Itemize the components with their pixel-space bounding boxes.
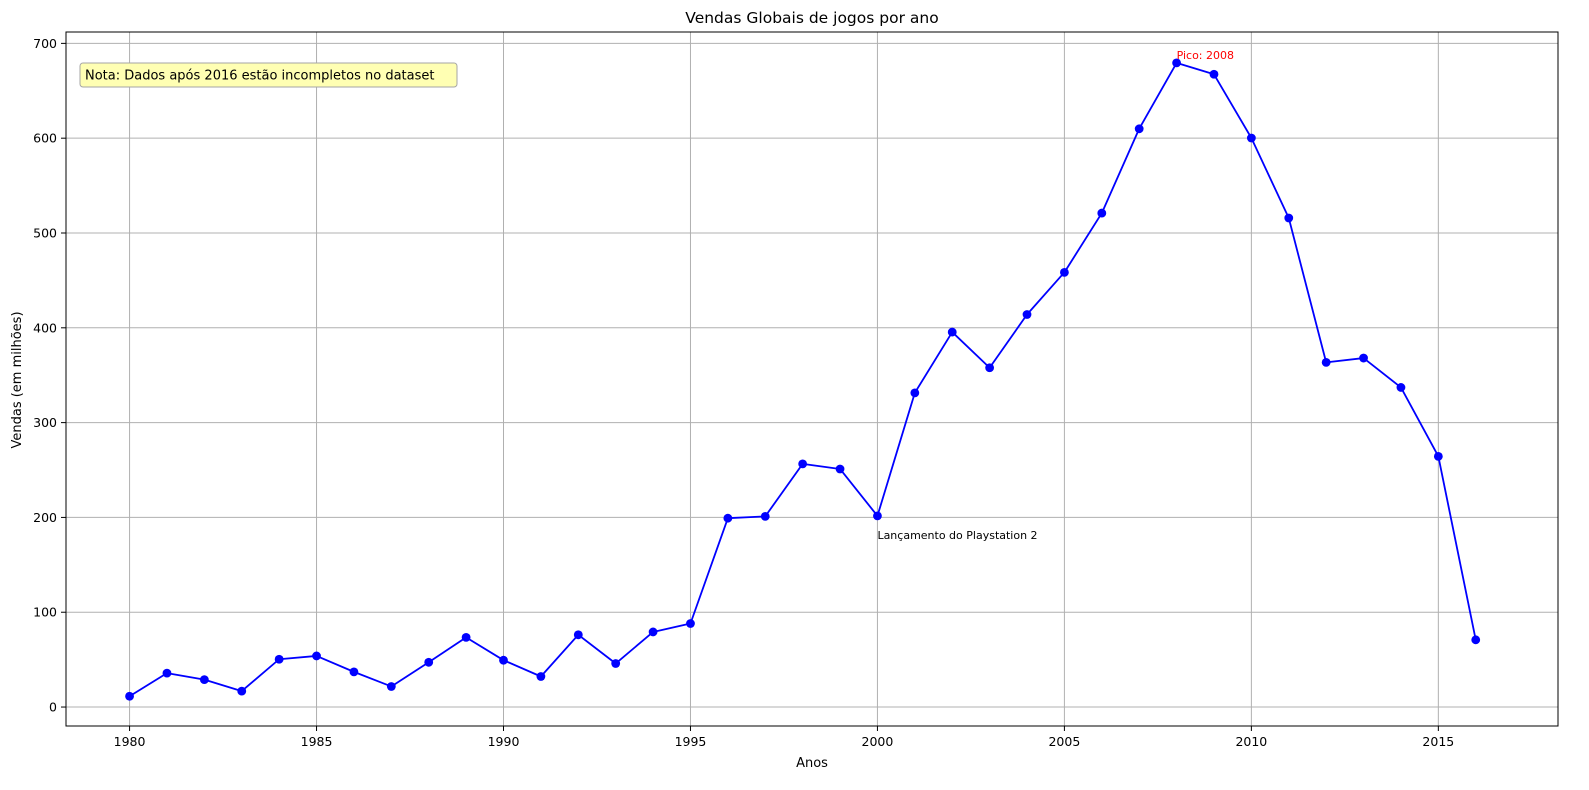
data-point: [1022, 310, 1032, 319]
x-tick-label: 1980: [114, 734, 146, 749]
data-point: [1246, 133, 1256, 143]
data-point: [1172, 58, 1181, 68]
data-point: [1321, 358, 1331, 367]
y-tick-label: 500: [33, 225, 57, 240]
y-axis: 0 100 200 300 400 500 600 700: [33, 36, 66, 715]
data-point: [723, 513, 733, 523]
data-point: [237, 686, 247, 696]
data-point: [760, 511, 770, 521]
y-tick-label: 600: [33, 131, 57, 146]
y-tick-label: 100: [33, 605, 57, 620]
x-tick-label: 1985: [301, 734, 333, 749]
data-point: [199, 675, 209, 685]
y-tick-label: 300: [33, 415, 57, 430]
y-axis-label: Vendas (em milhões): [10, 311, 25, 448]
data-point: [573, 630, 583, 640]
y-tick-label: 0: [49, 700, 57, 715]
x-tick-label: 2000: [862, 734, 894, 749]
data-point: [835, 464, 845, 474]
data-point: [349, 667, 359, 677]
plot-frame: [65, 31, 1559, 727]
x-axis-label: Anos: [796, 756, 828, 771]
data-point: [1134, 124, 1144, 134]
data-point: [1433, 451, 1443, 461]
note-box: Nota: Dados após 2016 estão incompletos …: [79, 62, 458, 88]
chart-title: Vendas Globais de jogos por ano: [685, 9, 938, 27]
data-point: [611, 659, 621, 668]
data-point: [312, 651, 321, 661]
data-point: [461, 632, 471, 642]
x-tick-label: 2010: [1235, 734, 1267, 749]
y-tick-label: 200: [33, 510, 57, 525]
data-point: [1396, 383, 1406, 392]
data-point: [798, 459, 808, 469]
x-tick-label: 1995: [675, 734, 707, 749]
annotation-text: Pico: 2008: [1177, 49, 1234, 62]
series-markers: [125, 58, 1481, 701]
data-point: [274, 654, 284, 664]
data-point: [648, 627, 658, 637]
data-point: [1359, 353, 1368, 363]
data-point: [125, 691, 134, 701]
x-axis: 1980 1985 1990 1995 2000 2005 2010 2015: [114, 726, 1454, 749]
data-point: [985, 363, 995, 373]
data-point: [1060, 267, 1069, 277]
x-tick-label: 2005: [1048, 734, 1080, 749]
annotation-text: Lançamento do Playstation 2: [877, 529, 1037, 542]
grid: [66, 32, 1558, 726]
y-tick-label: 400: [33, 320, 57, 335]
annotations: Pico: 2008 Lançamento do Playstation 2: [877, 49, 1234, 542]
y-tick-label: 700: [33, 36, 57, 51]
data-point: [1209, 69, 1219, 79]
data-point: [499, 655, 508, 665]
data-point: [386, 682, 396, 691]
data-point: [873, 511, 882, 521]
data-point: [1284, 213, 1294, 223]
data-point: [1471, 635, 1481, 645]
data-point: [686, 619, 695, 628]
note-text: Nota: Dados após 2016 estão incompletos …: [85, 69, 434, 84]
data-point: [947, 327, 957, 337]
x-tick-label: 1990: [488, 734, 520, 749]
data-point: [424, 657, 434, 667]
plot-area: [66, 32, 1558, 726]
data-point: [1097, 208, 1107, 218]
x-tick-label: 2015: [1422, 734, 1454, 749]
note-box-background: [79, 62, 458, 88]
data-point: [536, 672, 546, 681]
data-point: [162, 668, 172, 678]
data-point: [910, 388, 920, 398]
